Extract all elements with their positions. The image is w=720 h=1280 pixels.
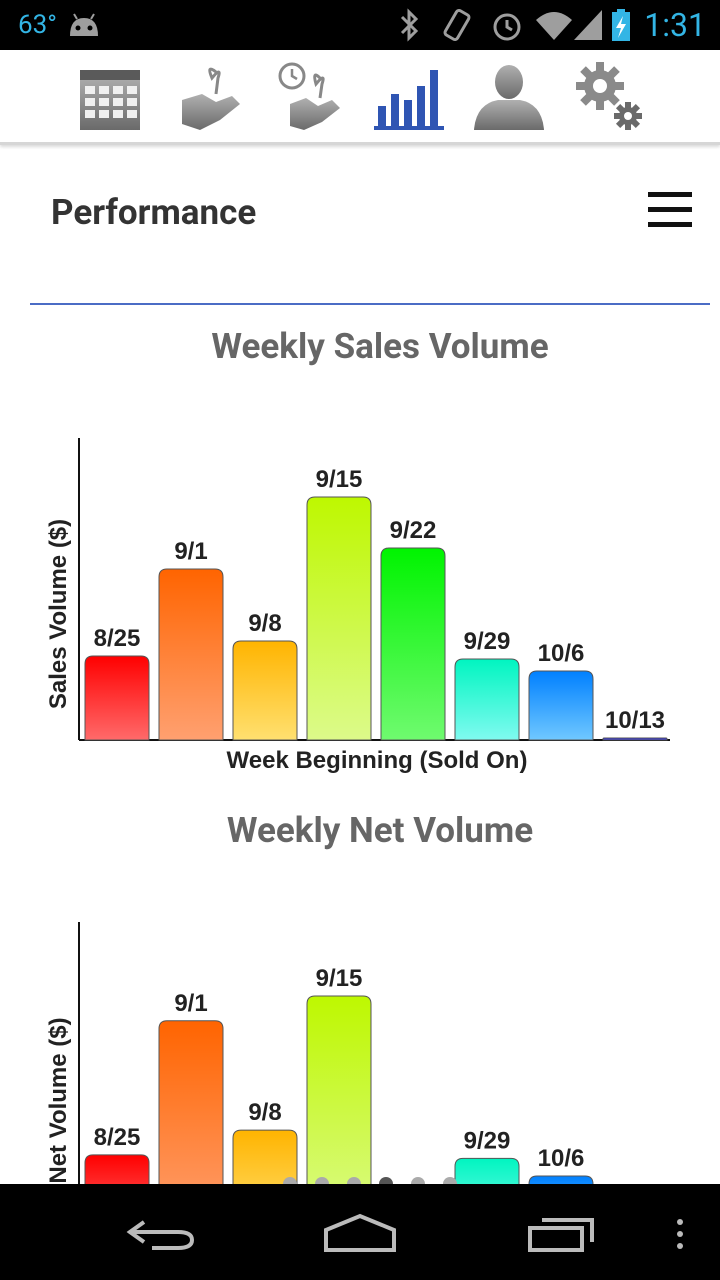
bar <box>158 1020 224 1184</box>
bar-label: 9/29 <box>464 1127 511 1154</box>
bar <box>306 496 372 741</box>
signal-icon <box>574 10 602 40</box>
reminders-tab[interactable] <box>276 60 346 134</box>
android-icon <box>70 13 98 36</box>
person-icon <box>474 65 544 130</box>
bar <box>602 737 668 741</box>
bluetooth-icon <box>400 8 419 42</box>
sales-chart-title: Weekly Sales Volume <box>211 326 549 367</box>
overflow-menu-icon[interactable] <box>672 1216 688 1252</box>
y-axis-label: Sales Volume ($) <box>45 519 72 709</box>
bar-label: 8/25 <box>94 625 141 652</box>
bar <box>454 1157 520 1184</box>
back-icon[interactable] <box>122 1214 198 1254</box>
bar-label: 9/8 <box>248 1099 281 1126</box>
bar <box>84 1154 150 1184</box>
bar <box>306 995 372 1184</box>
bar <box>232 640 298 741</box>
sales-volume-chart: Sales Volume ($) 8/25 9/1 9/8 9/15 9/22 9/29 10… <box>45 438 670 774</box>
bar-chart-icon <box>374 70 444 130</box>
bar-label: 9/15 <box>316 965 363 992</box>
calendar-tab[interactable] <box>76 60 146 134</box>
x-axis-label: Week Beginning (Sold On) <box>227 747 528 774</box>
bar-label: 10/6 <box>538 1145 585 1172</box>
bar-label: 9/8 <box>248 610 281 637</box>
bar-label: 9/1 <box>174 990 207 1017</box>
bar <box>380 547 446 741</box>
hamburger-menu-icon[interactable] <box>648 192 692 228</box>
tasks-tab[interactable] <box>176 60 246 134</box>
temperature-label: 63° <box>18 10 57 40</box>
bar <box>528 670 594 741</box>
clock-label: 1:31 <box>644 6 706 44</box>
battery-charging-icon <box>612 9 630 41</box>
settings-tab[interactable] <box>574 60 644 134</box>
header-divider <box>30 303 710 305</box>
alarm-icon <box>493 13 521 41</box>
bar-label: 9/29 <box>464 628 511 655</box>
navigation-bar <box>0 1184 720 1280</box>
bar <box>454 658 520 741</box>
performance-tab[interactable] <box>374 60 444 134</box>
gear-icon <box>576 62 642 130</box>
clock-hand-ribbon-icon <box>278 62 340 130</box>
top-toolbar <box>0 50 720 145</box>
y-axis-label: Net Volume ($) <box>45 1017 72 1183</box>
bar <box>232 1129 298 1184</box>
hand-ribbon-icon <box>182 67 240 130</box>
bar-label: 10/13 <box>605 707 665 734</box>
bar <box>158 568 224 741</box>
recent-apps-icon[interactable] <box>526 1214 598 1254</box>
status-bar: 63° 1:31 <box>0 0 720 50</box>
wifi-icon <box>536 12 572 40</box>
rotate-icon <box>443 8 471 42</box>
bar-label: 9/1 <box>174 538 207 565</box>
bar-label: 8/25 <box>94 1124 141 1151</box>
profile-tab[interactable] <box>472 60 544 134</box>
net-chart-title: Weekly Net Volume <box>226 810 534 851</box>
bar-label: 10/6 <box>538 640 585 667</box>
page-title: Performance <box>51 192 257 233</box>
bar <box>528 1175 594 1184</box>
bar-label: 9/22 <box>390 517 437 544</box>
bar-label: 9/15 <box>316 466 363 493</box>
calendar-icon <box>80 70 140 130</box>
home-icon[interactable] <box>322 1212 398 1256</box>
bar <box>84 655 150 741</box>
